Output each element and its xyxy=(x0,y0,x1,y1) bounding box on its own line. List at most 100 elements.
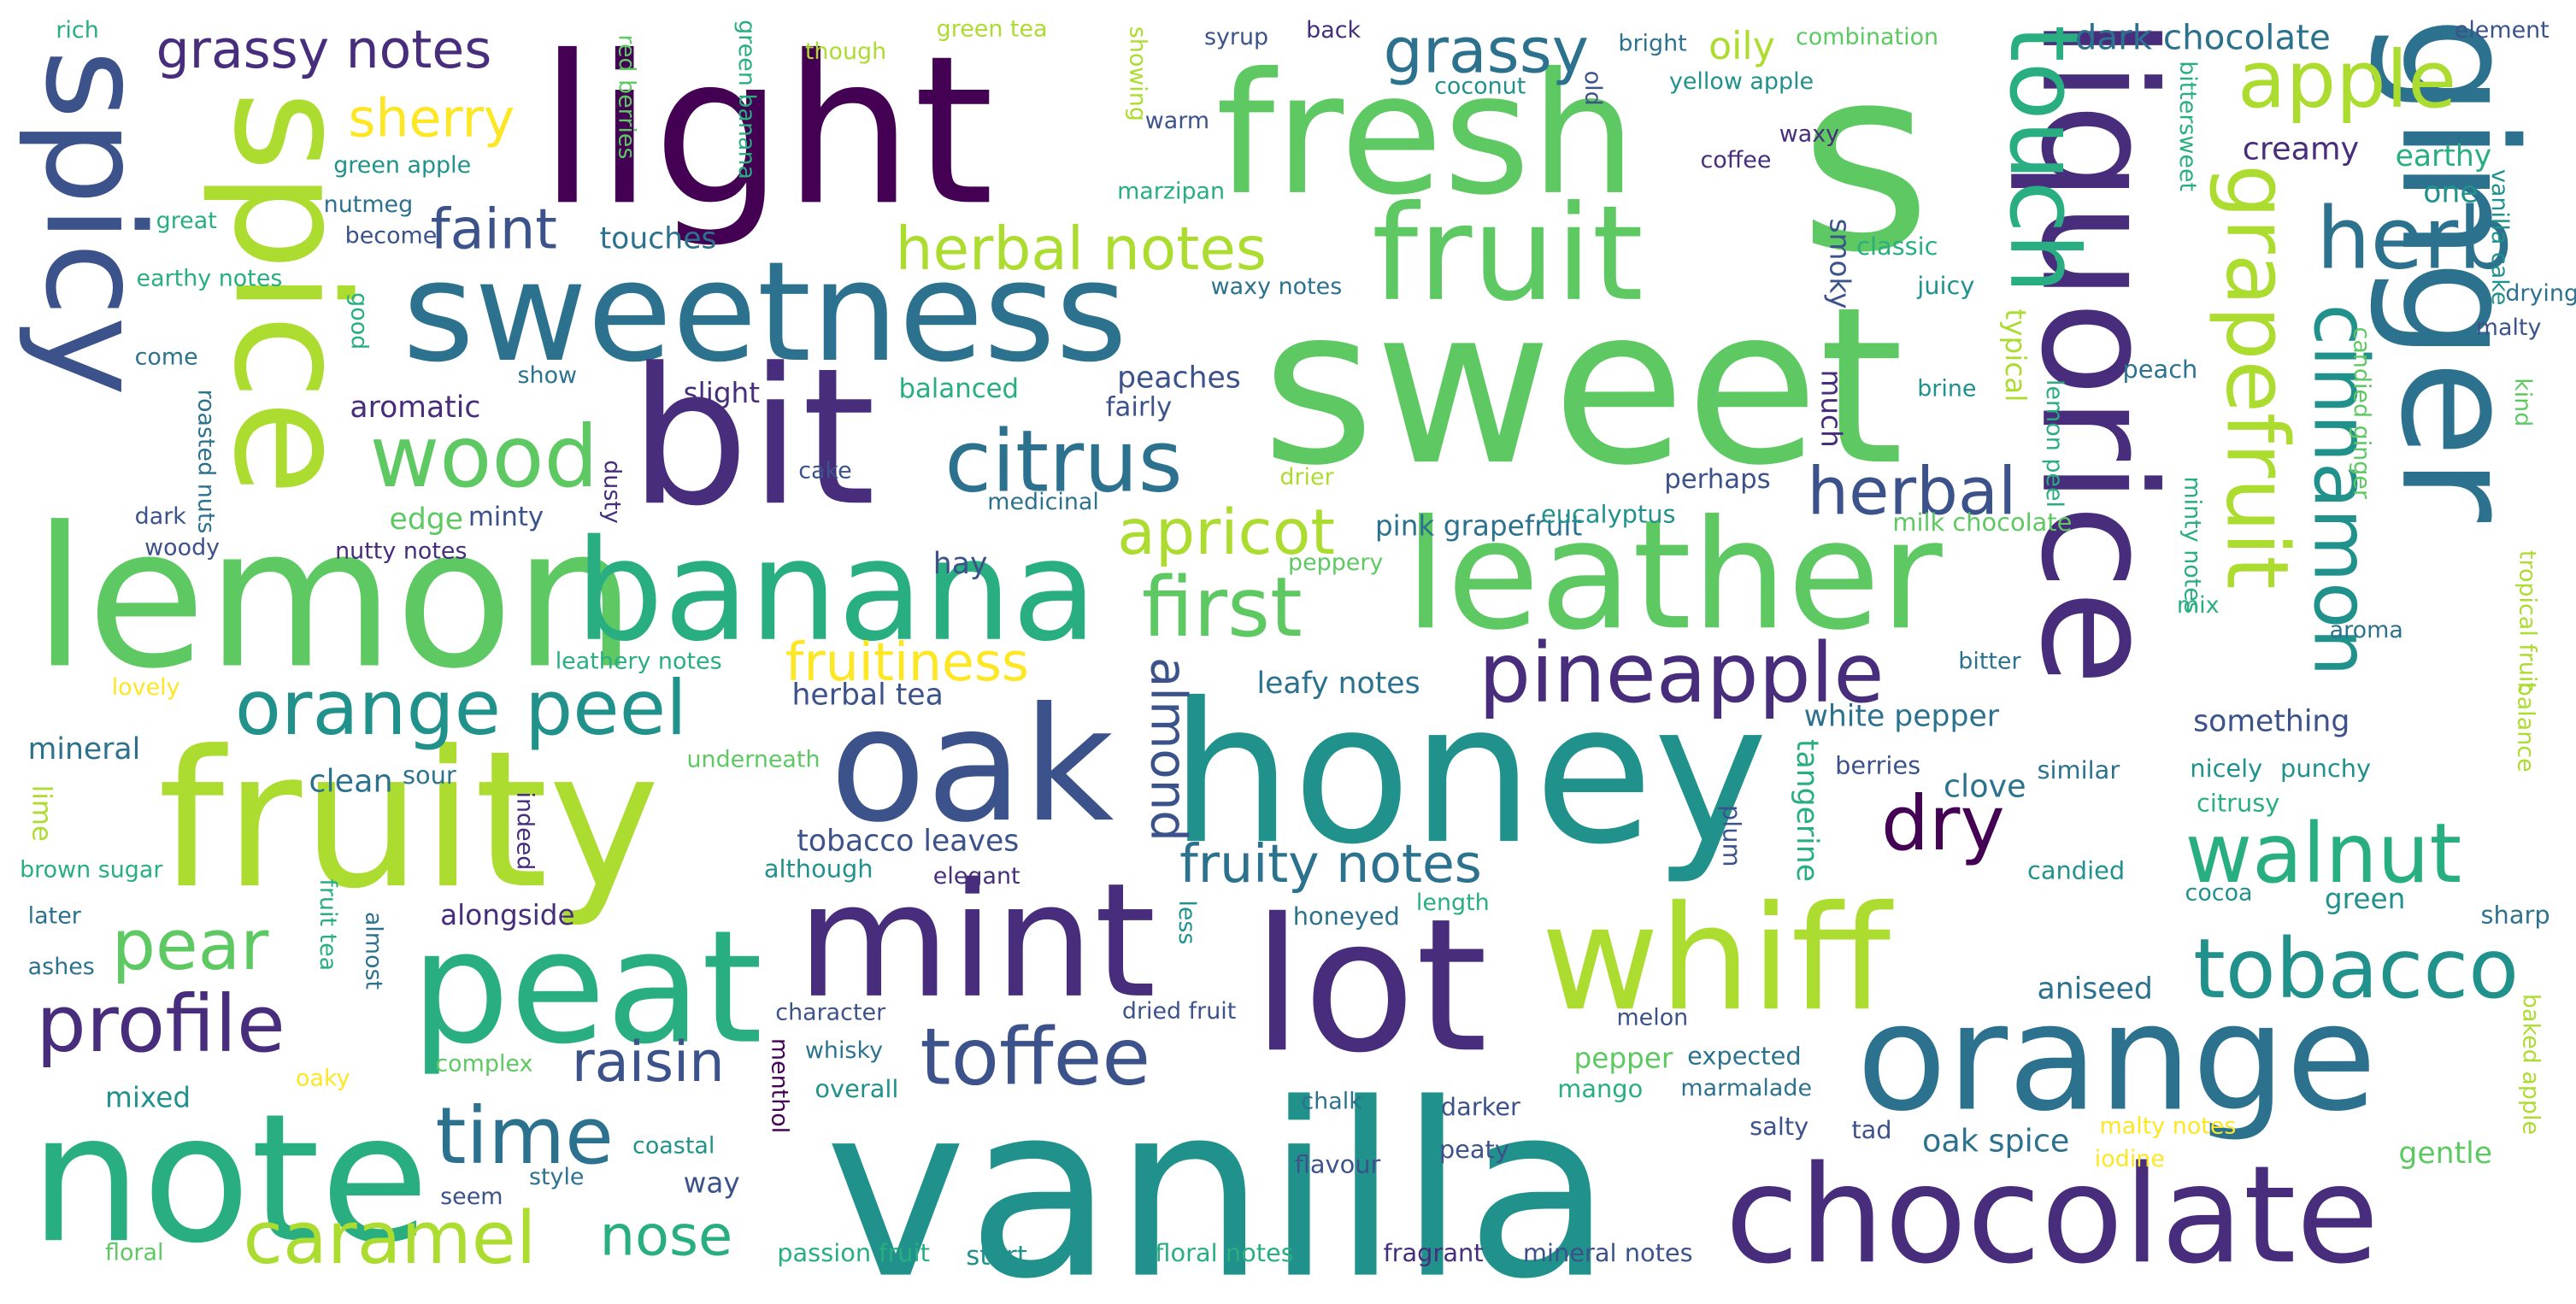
cloud-word: aromatic xyxy=(350,391,481,426)
cloud-word: apricot xyxy=(1117,496,1336,569)
cloud-word: red berries xyxy=(612,34,639,160)
cloud-word: lovely xyxy=(111,675,180,702)
cloud-word: honeyed xyxy=(1292,902,1400,931)
cloud-word: citrus xyxy=(944,414,1183,513)
cloud-word: kind xyxy=(2508,378,2535,427)
cloud-word: pepper xyxy=(1573,1043,1673,1077)
cloud-word: come xyxy=(134,344,198,372)
cloud-word: good xyxy=(344,292,372,350)
cloud-word: juicy xyxy=(1917,271,1975,301)
cloud-word: bright xyxy=(1618,31,1687,58)
cloud-word: great xyxy=(156,209,217,235)
cloud-word: malty xyxy=(2475,315,2542,342)
cloud-word: character xyxy=(775,1000,886,1027)
cloud-word: grassy notes xyxy=(156,18,492,81)
cloud-word: lot xyxy=(1251,880,1488,1095)
cloud-word: oily xyxy=(1709,26,1775,69)
cloud-word: oaky xyxy=(295,1066,350,1093)
cloud-word: whisky xyxy=(804,1037,884,1065)
cloud-word: punchy xyxy=(2280,754,2372,784)
cloud-word: length xyxy=(1415,890,1490,917)
cloud-word: grapefruit xyxy=(2206,164,2305,590)
cloud-word: herb xyxy=(2316,190,2513,290)
cloud-word: lemon peel xyxy=(2040,379,2067,508)
cloud-word: darker xyxy=(1440,1092,1520,1122)
cloud-word: faint xyxy=(430,197,557,263)
cloud-word: plum xyxy=(1716,804,1747,867)
cloud-word: bit xyxy=(629,328,876,549)
cloud-word: mango xyxy=(1557,1074,1644,1104)
cloud-word: something xyxy=(2193,704,2350,739)
cloud-word: floral notes xyxy=(1155,1238,1294,1268)
cloud-word: clove xyxy=(1943,768,2026,805)
cloud-word: yellow apple xyxy=(1668,68,1814,96)
cloud-word: combination xyxy=(1795,24,1939,51)
cloud-word: coffee xyxy=(1700,147,1772,174)
cloud-word: pink grapefruit xyxy=(1374,510,1583,544)
cloud-word: whiff xyxy=(1541,873,1891,1043)
cloud-word: oak xyxy=(829,673,1115,858)
cloud-word: coconut xyxy=(1434,73,1526,101)
cloud-word: bittersweet xyxy=(2173,61,2200,192)
cloud-word: caramel xyxy=(243,1197,537,1282)
cloud-word: dusty xyxy=(597,460,625,524)
cloud-word: profile xyxy=(36,978,285,1072)
cloud-word: dried fruit xyxy=(1121,998,1237,1025)
cloud-word: honey xyxy=(1169,660,1768,887)
cloud-word: overall xyxy=(815,1074,899,1104)
cloud-word: expected xyxy=(1687,1041,1802,1072)
cloud-word: old xyxy=(1579,70,1605,106)
cloud-word: milk chocolate xyxy=(1892,507,2073,537)
cloud-word: fresh xyxy=(1215,38,1637,233)
cloud-word: style xyxy=(528,1164,585,1191)
cloud-word: coastal xyxy=(632,1133,715,1160)
cloud-word: s xyxy=(1798,11,1932,309)
cloud-word: sherry xyxy=(348,86,515,150)
cloud-word: chalk xyxy=(1301,1089,1362,1116)
cloud-word: raisin xyxy=(571,1030,725,1096)
cloud-word: iodine xyxy=(2094,1146,2165,1173)
cloud-word: green banana xyxy=(732,20,760,180)
cloud-word: peaches xyxy=(1117,361,1241,396)
cloud-word: apple xyxy=(2238,34,2457,127)
cloud-word: complex xyxy=(435,1051,533,1078)
cloud-word: less xyxy=(1173,900,1200,945)
cloud-word: banana xyxy=(574,510,1097,674)
cloud-word: classic xyxy=(1856,232,1938,261)
cloud-word: dry xyxy=(1880,778,2005,867)
cloud-word: time xyxy=(435,1090,614,1183)
cloud-word: melon xyxy=(1616,1005,1689,1032)
cloud-word: tangerine xyxy=(1789,738,1824,883)
cloud-word: leathery notes xyxy=(555,649,722,676)
cloud-word: sour xyxy=(402,760,456,790)
cloud-word: edge xyxy=(389,502,464,537)
cloud-word: pear xyxy=(111,905,269,986)
cloud-word: mineral notes xyxy=(1522,1238,1693,1268)
cloud-word: syrup xyxy=(1203,24,1269,51)
cloud-word: show xyxy=(517,362,578,390)
cloud-word: herbal xyxy=(1807,455,2017,531)
cloud-word: fruit xyxy=(1372,177,1644,331)
cloud-word: waxy notes xyxy=(1210,274,1343,301)
cloud-word: light xyxy=(538,13,995,252)
cloud-word: vanilla xyxy=(824,1053,1613,1304)
cloud-word: nicely xyxy=(2190,754,2263,784)
cloud-word: earthy notes xyxy=(136,266,283,293)
cloud-word: touch xyxy=(1987,24,2100,294)
cloud-word: balanced xyxy=(898,373,1020,404)
cloud-word: drier xyxy=(1279,464,1334,491)
cloud-word: underneath xyxy=(686,747,820,774)
cloud-word: slight xyxy=(683,378,761,411)
cloud-word: orange peel xyxy=(234,663,687,753)
cloud-word: menthol xyxy=(765,1037,792,1134)
cloud-word: oak spice xyxy=(1921,1123,2070,1160)
cloud-word: balance xyxy=(2512,681,2538,772)
cloud-word: one xyxy=(2423,175,2479,211)
cloud-word: candied xyxy=(2026,855,2126,886)
cloud-word: alongside xyxy=(440,900,575,933)
cloud-word: spice xyxy=(198,90,380,496)
cloud-word: seem xyxy=(440,1184,503,1211)
cloud-word: start xyxy=(966,1240,1027,1272)
cloud-word: almond xyxy=(1138,656,1197,842)
